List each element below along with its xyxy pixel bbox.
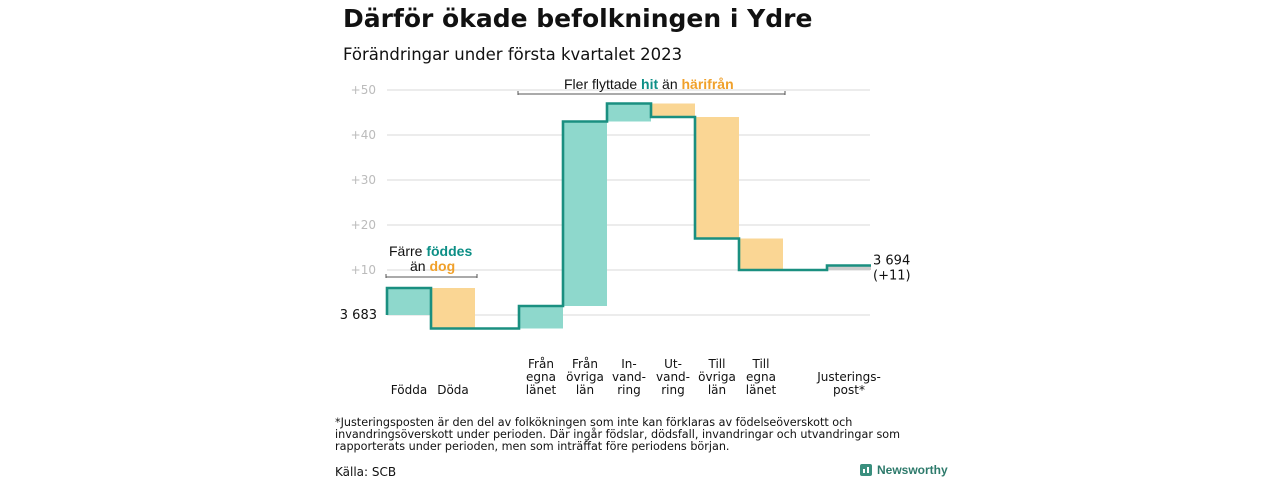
bar-2 [519,306,563,329]
newsworthy-logo-text: Newsworthy [877,463,948,477]
category-label-2-0: Från [528,357,554,371]
end-change-label: (+11) [873,269,911,284]
chart-title: Därför ökade befolkningen i Ydre [343,4,813,33]
end-value-label: 3 694 [873,254,910,269]
start-value-label: 3 683 [340,308,377,323]
category-label-7-1: egna [746,370,776,384]
bar-7 [739,238,783,270]
category-label-4-2: ring [617,383,641,397]
newsworthy-logo-icon [860,464,872,476]
waterfall-step-line [385,102,871,330]
category-label-8-0: Justerings- [816,370,881,384]
births-annotation-text2: än [410,258,430,274]
y-tick-label-1: +20 [351,218,376,232]
category-label-6-2: län [708,383,726,397]
category-label-4-0: In- [621,357,636,371]
bar-6 [695,117,739,239]
category-label-4-1: vand- [612,370,646,384]
category-label-5-1: vand- [656,370,690,384]
category-label-7-2: länet [746,383,777,397]
category-label-3-1: övriga [566,370,604,384]
bar-1 [431,288,475,329]
migration-annotation-text1: Fler flyttade [564,76,642,92]
births-annotation-text1: Färre [389,243,427,259]
y-tick-label-3: +40 [351,128,376,142]
y-tick-label-4: +50 [351,83,376,97]
migration-annotation-text2: än [658,76,682,92]
category-label-2-1: egna [526,370,556,384]
newsworthy-logo: Newsworthy [860,463,948,477]
bar-5 [651,103,695,117]
footnote: *Justeringsposten är den del av folkökni… [335,416,901,453]
category-label-3-0: Från [572,357,598,371]
category-label-1-0: Döda [437,383,469,397]
bar-4 [607,103,651,122]
births-annotation-line2: än dog [410,258,455,274]
migration-annotation: Fler flyttade hit än härifrån [564,76,734,92]
category-label-2-2: länet [526,383,557,397]
category-label-5-2: ring [661,383,685,397]
births-annotation-highlight2: dog [429,258,456,274]
source-label: Källa: SCB [335,465,397,479]
y-tick-label-0: +10 [351,263,376,277]
bar-8 [827,265,871,270]
category-label-6-1: övriga [698,370,736,384]
migration-annotation-highlight2: härifrån [681,76,734,92]
chart-subtitle: Förändringar under första kvartalet 2023 [343,45,683,64]
bar-3 [563,121,607,306]
category-label-7-0: Till [752,357,770,371]
waterfall-chart: +10 +20 +30 +40 +50 3 683 3 694(+11) Födda Döda F… [340,83,911,397]
category-label-8-1: post* [833,383,865,397]
category-label-5-0: Ut- [664,357,682,371]
category-label-6-0: Till [708,357,726,371]
category-label-0-0: Födda [391,383,427,397]
births-annotation-highlight1: föddes [426,243,473,259]
births-annotation-line1: Färre föddes [389,243,472,259]
bar-0 [387,288,431,315]
category-label-3-2: län [576,383,594,397]
migration-annotation-highlight1: hit [641,76,659,92]
y-tick-label-2: +30 [351,173,376,187]
